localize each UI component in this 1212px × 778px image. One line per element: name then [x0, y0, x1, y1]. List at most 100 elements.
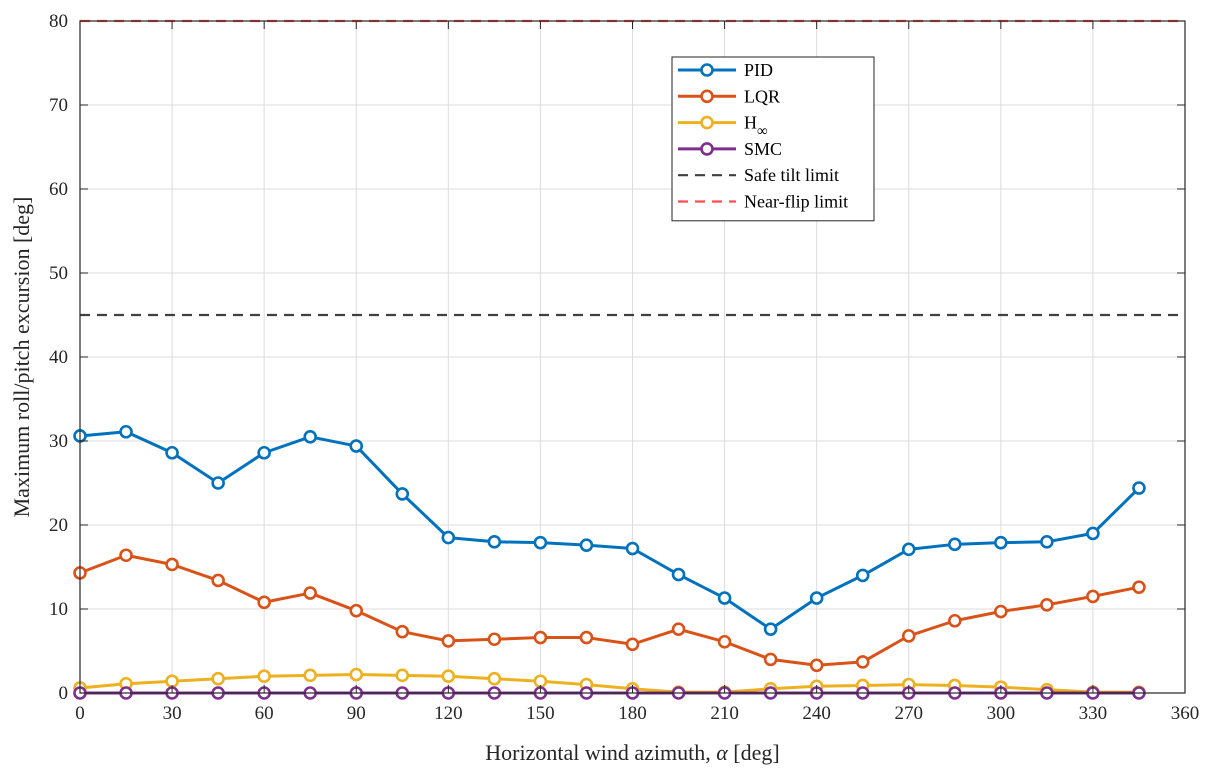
data-point [579, 538, 594, 552]
data-point [257, 445, 271, 460]
data-point [763, 652, 778, 667]
data-point [994, 604, 1008, 619]
data-point [487, 534, 502, 549]
data-point [395, 668, 410, 683]
data-point [395, 624, 410, 639]
legend-marker [700, 142, 714, 156]
legend-label: Safe tilt limit [744, 165, 839, 185]
legend-item-reference-1: Near-flip limit [678, 192, 848, 212]
legend-item-series-2: H∞ [678, 113, 768, 140]
data-point [119, 548, 133, 563]
x-tick-label: 90 [347, 703, 366, 724]
x-tick-label: 240 [802, 703, 831, 724]
axes [79, 20, 1186, 694]
legend: PID LQR H∞SMC Safe tilt limit Near-flip limi… [671, 56, 875, 222]
data-point [625, 541, 640, 556]
data-point [441, 530, 456, 545]
series-line [79, 430, 1141, 631]
legend-item-reference-0: Safe tilt limit [678, 165, 839, 185]
data-point [211, 671, 225, 686]
data-point [441, 669, 456, 684]
x-tick-label: 180 [618, 703, 647, 724]
data-point [349, 603, 364, 618]
data-point [349, 439, 364, 453]
x-tick-label: 0 [75, 703, 85, 724]
data-point [533, 630, 548, 645]
y-tick-label: 50 [49, 263, 68, 284]
data-point [1132, 580, 1146, 594]
x-tick-label: 300 [987, 703, 1016, 724]
data-point [671, 622, 686, 636]
legend-label-subscript: ∞ [757, 124, 768, 140]
data-point [165, 557, 179, 572]
data-point [211, 476, 225, 490]
x-axis-label-main: Horizontal wind azimuth, [485, 740, 716, 765]
data-point [441, 634, 456, 648]
data-point [671, 567, 686, 582]
legend-box [671, 56, 875, 222]
y-tick-label: 30 [49, 431, 68, 452]
data-point [211, 573, 225, 588]
x-tick-label: 360 [1171, 703, 1200, 724]
data-point [717, 591, 732, 605]
data-point [487, 671, 502, 686]
data-point [901, 542, 916, 557]
legend-marker [700, 115, 714, 130]
x-tick-label: 210 [710, 703, 739, 724]
legend-label: LQR [744, 86, 780, 106]
y-axis-label: Maximum roll/pitch excursion [deg] [9, 197, 34, 518]
data-point [1132, 481, 1146, 495]
legend-label: PID [744, 60, 773, 80]
x-tick-label: 270 [895, 703, 924, 724]
data-point [809, 658, 824, 673]
data-point [303, 586, 318, 600]
data-point [763, 622, 778, 636]
x-tick-label: 330 [1079, 703, 1108, 724]
legend-label: H∞ [744, 113, 768, 140]
y-tick-label: 0 [59, 683, 69, 704]
legend-marker [700, 89, 714, 104]
data-point [1086, 526, 1100, 541]
x-axis-label-symbol: α [716, 740, 728, 765]
data-point [855, 568, 870, 583]
x-tick-label: 150 [526, 703, 555, 724]
data-point [165, 445, 179, 460]
data-point [994, 535, 1008, 550]
data-point [1040, 534, 1054, 549]
data-point [303, 668, 318, 683]
x-axis-label: Horizontal wind azimuth, α [deg] [485, 740, 779, 765]
x-tick-label: 120 [434, 703, 463, 724]
y-tick-label: 10 [49, 599, 68, 620]
y-tick-label: 80 [49, 11, 68, 32]
y-tick-label: 40 [49, 347, 68, 368]
data-point [579, 630, 594, 645]
data-point [809, 591, 824, 605]
x-tick-label: 30 [163, 703, 182, 724]
series-1 [73, 548, 1146, 673]
legend-item-series-1: LQR [678, 86, 780, 106]
x-tick-label: 60 [255, 703, 274, 724]
legend-item-series-3: SMC [678, 139, 782, 159]
legend-item-series-0: PID [678, 60, 773, 80]
data-point [257, 595, 271, 610]
data-point [947, 537, 962, 552]
legend-label: Near-flip limit [744, 192, 848, 212]
data-point [717, 634, 732, 649]
tick-labels: 0 30 60 90 120 150 180 210 240 270 300 330 360 0 10 20 3… [49, 11, 1199, 724]
data-point [855, 655, 870, 669]
data-point [1040, 597, 1054, 612]
x-axis-label-unit: [deg] [728, 740, 780, 765]
y-tick-label: 60 [49, 179, 68, 200]
data-point [257, 669, 271, 684]
legend-label-base: H [744, 113, 757, 133]
legend-label: SMC [744, 139, 782, 159]
series-line [79, 553, 1140, 667]
y-tick-label: 70 [49, 95, 68, 116]
series-group [73, 424, 1146, 700]
data-point [947, 613, 962, 628]
data-point [303, 429, 318, 444]
data-point [533, 535, 548, 550]
data-point [395, 487, 410, 501]
data-point [625, 637, 640, 652]
